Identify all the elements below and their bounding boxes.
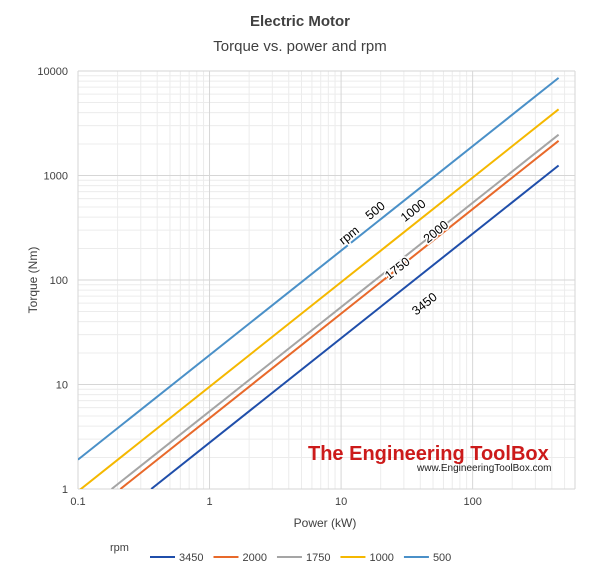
x-axis-ticks: 0.1 1 10 100 — [70, 496, 481, 508]
y-axis-label: Torque (Nm) — [26, 247, 40, 314]
chart-title: Electric Motor — [250, 13, 350, 30]
x-tick-label: 100 — [463, 496, 481, 508]
legend-label: 500 — [433, 552, 451, 564]
curve-label: 500 — [363, 199, 388, 223]
watermark-title: The Engineering ToolBox — [308, 443, 549, 465]
legend-label: 1750 — [306, 552, 330, 564]
y-tick-label: 1000 — [44, 171, 68, 183]
legend-label: 1000 — [369, 552, 393, 564]
legend-item-1000: 1000 — [340, 552, 394, 564]
x-tick-label: 10 — [335, 496, 347, 508]
series-line-500 — [78, 77, 560, 461]
y-tick-label: 100 — [50, 275, 68, 287]
legend-item-3450: 3450 — [150, 552, 203, 564]
watermark-url: www.EngineeringToolBox.com — [416, 463, 552, 474]
major-gridlines — [77, 70, 576, 490]
curve-label: 1750 — [382, 254, 413, 282]
legend-item-1750: 1750 — [276, 552, 330, 564]
chart-subtitle: Torque vs. power and rpm — [213, 38, 386, 55]
series-lines — [78, 77, 560, 489]
y-tick-label: 1 — [62, 484, 68, 496]
series-line-3450 — [150, 164, 560, 489]
y-tick-label: 10000 — [37, 66, 68, 78]
x-tick-label: 1 — [206, 496, 212, 508]
curve-label: rpm — [336, 223, 362, 247]
legend-label: 3450 — [179, 552, 203, 564]
y-axis-ticks: 1 10 100 1000 10000 — [37, 66, 68, 496]
legend-title: rpm — [110, 542, 129, 554]
series-line-2000 — [119, 140, 560, 489]
x-axis-label: Power (kW) — [294, 516, 357, 530]
legend-label: 2000 — [242, 552, 266, 564]
curve-label: 3450 — [409, 290, 440, 318]
legend: 3450 2000 1750 1000 500 — [150, 552, 451, 564]
watermark: The Engineering ToolBox www.EngineeringT… — [308, 443, 552, 474]
curve-label: 2000 — [421, 218, 452, 246]
legend-item-2000: 2000 — [213, 552, 267, 564]
legend-item-500: 500 — [403, 552, 451, 564]
x-tick-label: 0.1 — [70, 496, 85, 508]
series-line-1750 — [110, 133, 560, 489]
y-tick-label: 10 — [56, 380, 68, 392]
series-line-1000 — [79, 108, 560, 489]
